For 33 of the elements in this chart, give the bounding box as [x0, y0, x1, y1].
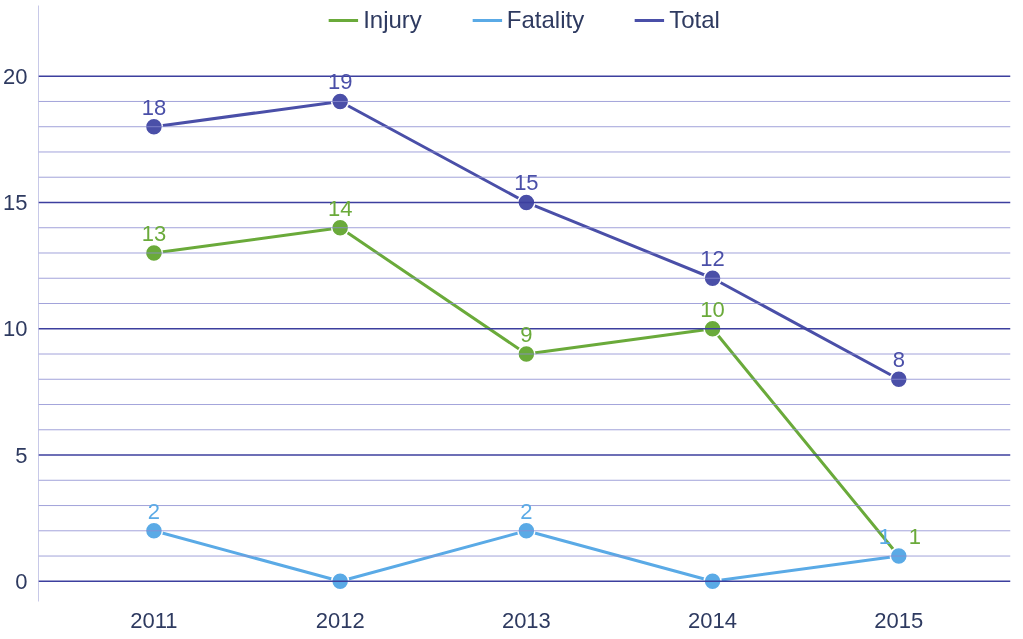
point — [517, 193, 536, 212]
data-label: 15 — [514, 170, 539, 196]
y-tick-label: 15 — [3, 189, 28, 215]
point — [330, 218, 350, 237]
data-label: 8 — [892, 347, 905, 373]
x-tick-label: 2013 — [501, 607, 551, 633]
data-label: 18 — [141, 94, 167, 120]
point — [144, 117, 164, 136]
x-tick-label: 2014 — [688, 607, 738, 633]
data-label: 14 — [327, 195, 353, 221]
y-tick-label: 20 — [3, 63, 28, 89]
data-label: 1 — [908, 524, 921, 550]
data-label: 19 — [327, 69, 353, 95]
data-label: 12 — [700, 246, 725, 272]
x-tick-label: 2012 — [315, 607, 365, 633]
y-tick-label: 0 — [15, 568, 28, 594]
point — [889, 370, 909, 389]
data-label: 10 — [700, 296, 725, 322]
legend-label: Total — [669, 6, 720, 34]
data-label: 9 — [520, 322, 533, 348]
point — [703, 269, 722, 288]
data-label: 2 — [520, 498, 533, 524]
y-tick-label: 5 — [15, 442, 28, 468]
data-label: 13 — [141, 220, 167, 246]
point — [517, 521, 536, 541]
x-tick-label: 2015 — [874, 607, 924, 633]
legend-label: Injury — [363, 6, 422, 34]
data-label: 2 — [147, 498, 161, 524]
y-tick-label: 10 — [3, 316, 28, 342]
legend-label: Fatality — [506, 6, 585, 34]
x-tick-label: 2011 — [130, 607, 178, 633]
point — [144, 521, 164, 541]
point — [330, 92, 350, 111]
